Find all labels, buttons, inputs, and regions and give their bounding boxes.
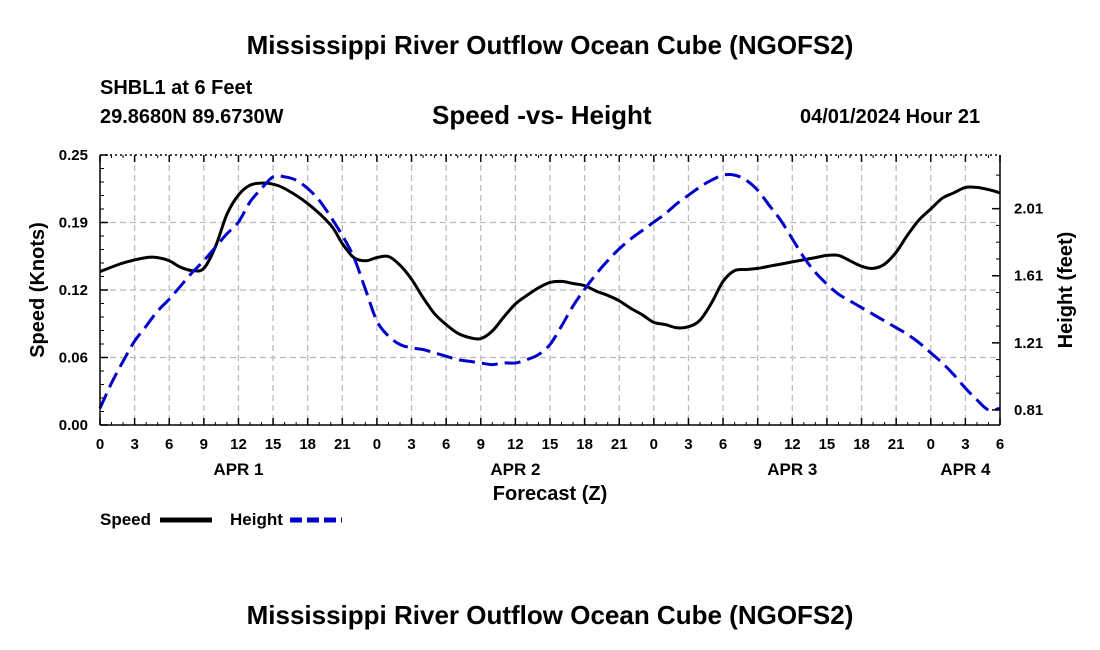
x-tick-label: 0 [927, 436, 935, 453]
legend-height-label: Height [230, 510, 283, 529]
y2-tick-label: 1.61 [1014, 268, 1043, 285]
x-tick-label: 21 [611, 436, 628, 453]
y2-tick-label: 0.81 [1014, 402, 1043, 419]
height-series-line [98, 173, 1001, 412]
x-tick-label: 15 [265, 436, 282, 453]
tick-labels: 0 3 6 9 12 15 18 21 0 3 6 9 12 15 18 21 0 3 6 9 12 15 18 21 0 3 6A… [59, 147, 1043, 479]
x-tick-label: 9 [200, 436, 208, 453]
y-tick-label: 0.25 [59, 147, 88, 164]
y-tick-label: 0.19 [59, 215, 88, 232]
y-tick-label: 0.00 [59, 417, 88, 434]
x-tick-label: 3 [130, 436, 138, 453]
x-tick-label: 6 [165, 436, 173, 453]
station-label: SHBL1 at 6 Feet [100, 77, 253, 99]
chart-title: Mississippi River Outflow Ocean Cube (NG… [246, 30, 854, 60]
x-axis-title: Forecast (Z) [493, 483, 607, 505]
grid-lines [100, 155, 1000, 425]
x-tick-label: 6 [442, 436, 450, 453]
legend-speed-label: Speed [100, 510, 151, 529]
day-label: APR 3 [767, 460, 817, 479]
x-tick-label: 9 [754, 436, 762, 453]
x-tick-label: 18 [299, 436, 316, 453]
y-axis-title: Speed (Knots) [27, 222, 49, 358]
day-label: APR 4 [940, 460, 991, 479]
chart-subtitle: Speed -vs- Height [432, 100, 652, 130]
x-tick-label: 0 [650, 436, 658, 453]
x-tick-label: 3 [684, 436, 692, 453]
x-tick-label: 0 [373, 436, 381, 453]
y2-tick-label: 2.01 [1014, 201, 1043, 218]
tick-marks [99, 154, 1001, 426]
x-tick-label: 6 [996, 436, 1004, 453]
day-label: APR 2 [490, 460, 540, 479]
x-tick-label: 12 [230, 436, 247, 453]
x-tick-label: 0 [96, 436, 104, 453]
forecast-datetime: 04/01/2024 Hour 21 [800, 106, 981, 128]
footer-title: Mississippi River Outflow Ocean Cube (NG… [246, 600, 854, 630]
y2-tick-label: 1.21 [1014, 335, 1043, 352]
x-tick-label: 9 [477, 436, 485, 453]
x-tick-label: 3 [407, 436, 415, 453]
x-tick-label: 18 [576, 436, 593, 453]
x-tick-label: 12 [507, 436, 524, 453]
y-tick-label: 0.06 [59, 350, 88, 367]
y-tick-label: 0.12 [59, 282, 88, 299]
x-tick-label: 15 [542, 436, 559, 453]
x-tick-label: 21 [334, 436, 351, 453]
day-label: APR 1 [213, 460, 263, 479]
station-coords: 29.8680N 89.6730W [100, 106, 284, 128]
y2-axis-title: Height (feet) [1055, 232, 1077, 349]
x-tick-label: 12 [784, 436, 801, 453]
x-tick-label: 6 [719, 436, 727, 453]
legend: Speed Height [100, 510, 342, 529]
series-layer [98, 173, 1001, 412]
x-tick-label: 15 [819, 436, 836, 453]
x-tick-label: 18 [853, 436, 870, 453]
x-tick-label: 3 [961, 436, 969, 453]
x-tick-label: 21 [888, 436, 905, 453]
